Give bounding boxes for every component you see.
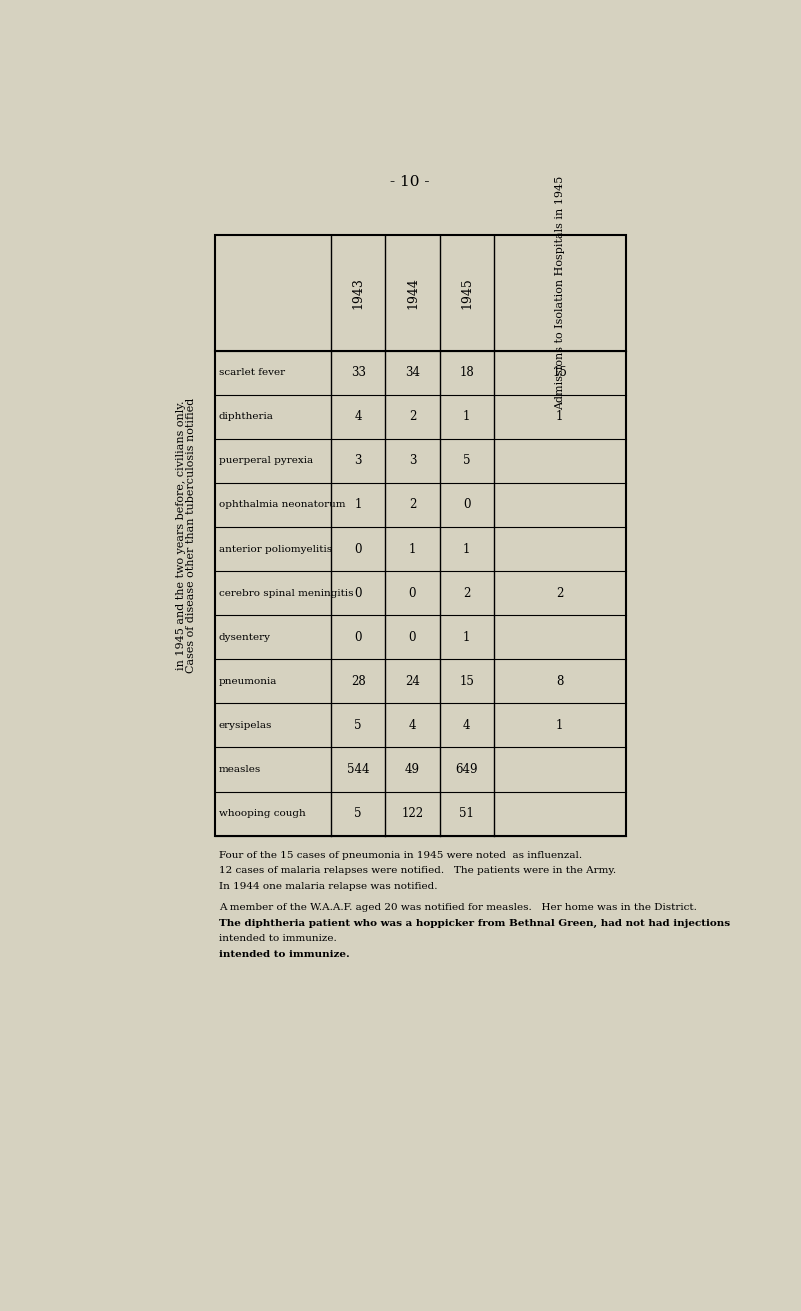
Text: 8: 8 — [556, 675, 563, 688]
Text: 5: 5 — [355, 718, 362, 732]
Text: - 10 -: - 10 - — [390, 176, 430, 189]
Text: 1943: 1943 — [352, 277, 364, 309]
Text: 0: 0 — [355, 631, 362, 644]
Text: 4: 4 — [355, 410, 362, 423]
Text: A member of the W.A.A.F. aged 20 was notified for measles.   Her home was in the: A member of the W.A.A.F. aged 20 was not… — [219, 903, 697, 912]
Text: 5: 5 — [463, 455, 470, 467]
Text: scarlet fever: scarlet fever — [219, 368, 285, 378]
Text: 1: 1 — [463, 543, 470, 556]
Text: 122: 122 — [401, 808, 424, 821]
Text: intended to immunize.: intended to immunize. — [219, 949, 349, 958]
Text: In 1944 one malaria relapse was notified.: In 1944 one malaria relapse was notified… — [219, 882, 437, 891]
Text: erysipelas: erysipelas — [219, 721, 272, 730]
Text: pneumonia: pneumonia — [219, 676, 277, 686]
Text: 1945: 1945 — [461, 277, 473, 308]
Text: ophthalmia neonatorum: ophthalmia neonatorum — [219, 501, 345, 510]
Text: 33: 33 — [351, 366, 366, 379]
Text: 1: 1 — [409, 543, 417, 556]
Text: 15: 15 — [552, 366, 567, 379]
Text: puerperal pyrexia: puerperal pyrexia — [219, 456, 313, 465]
Text: whooping cough: whooping cough — [219, 809, 305, 818]
Text: 49: 49 — [405, 763, 420, 776]
Text: 0: 0 — [409, 586, 417, 599]
Text: 1: 1 — [355, 498, 362, 511]
Text: The diphtheria patient who was a hoppicker from Bethnal Green, had not had injec: The diphtheria patient who was a hoppick… — [219, 919, 730, 928]
Text: cerebro spinal meningitis: cerebro spinal meningitis — [219, 589, 353, 598]
Text: 1: 1 — [463, 631, 470, 644]
Text: 5: 5 — [355, 808, 362, 821]
Text: 12 cases of malaria relapses were notified.   The patients were in the Army.: 12 cases of malaria relapses were notifi… — [219, 867, 616, 876]
Text: 2: 2 — [556, 586, 563, 599]
Text: diphtheria: diphtheria — [219, 412, 274, 421]
Text: 1: 1 — [556, 718, 563, 732]
Text: measles: measles — [219, 766, 261, 773]
Text: in 1945 and the two years before, civilians only.: in 1945 and the two years before, civili… — [176, 401, 187, 670]
Text: 3: 3 — [409, 455, 417, 467]
Text: 1: 1 — [556, 410, 563, 423]
Text: 28: 28 — [351, 675, 365, 688]
Text: 0: 0 — [463, 498, 470, 511]
Text: 0: 0 — [409, 631, 417, 644]
Text: 24: 24 — [405, 675, 420, 688]
Text: 544: 544 — [347, 763, 369, 776]
Text: 34: 34 — [405, 366, 420, 379]
Text: 2: 2 — [409, 410, 417, 423]
Text: 1: 1 — [463, 410, 470, 423]
Text: Four of the 15 cases of pneumonia in 1945 were noted  as influenzal.: Four of the 15 cases of pneumonia in 194… — [219, 851, 582, 860]
Text: 15: 15 — [459, 675, 474, 688]
Text: 18: 18 — [459, 366, 474, 379]
Bar — [215, 235, 626, 835]
Text: 2: 2 — [409, 498, 417, 511]
Text: 4: 4 — [463, 718, 470, 732]
Text: 0: 0 — [355, 543, 362, 556]
Text: 4: 4 — [409, 718, 417, 732]
Text: 51: 51 — [459, 808, 474, 821]
Text: Admissions to Isolation Hospitals in 1945: Admissions to Isolation Hospitals in 194… — [555, 176, 565, 410]
Text: intended to immunize.: intended to immunize. — [219, 935, 336, 943]
Text: dysentery: dysentery — [219, 633, 271, 642]
Text: anterior poliomyelitis: anterior poliomyelitis — [219, 544, 332, 553]
Text: 649: 649 — [456, 763, 478, 776]
Text: Cases of disease other than tuberculosis notified: Cases of disease other than tuberculosis… — [186, 397, 195, 673]
Text: 1944: 1944 — [406, 277, 419, 309]
Text: 0: 0 — [355, 586, 362, 599]
Text: 2: 2 — [463, 586, 470, 599]
Text: 3: 3 — [355, 455, 362, 467]
